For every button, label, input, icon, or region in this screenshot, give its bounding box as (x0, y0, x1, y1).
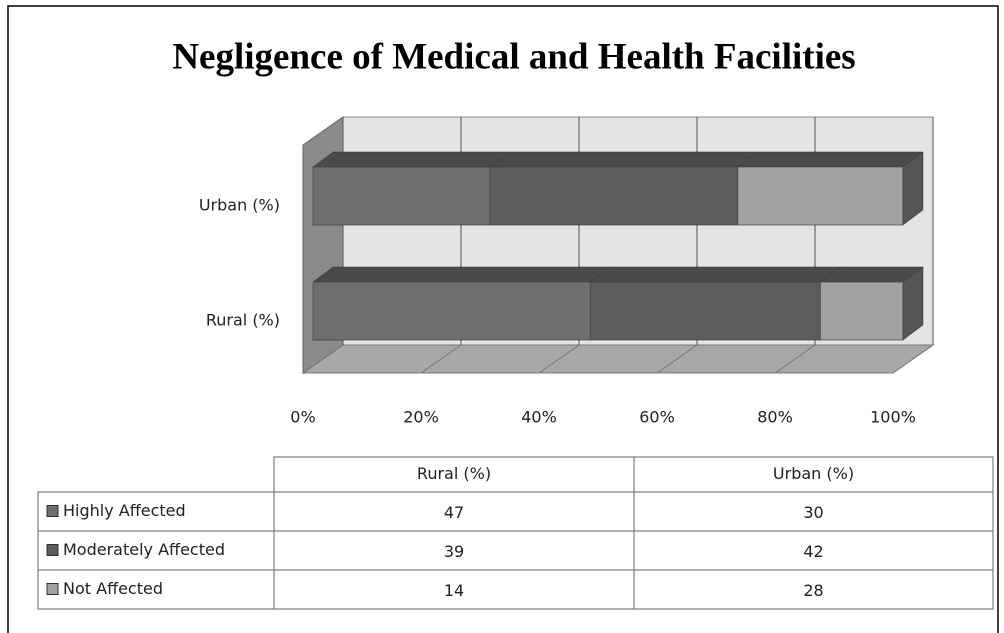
table-value: 42 (803, 542, 823, 561)
floor-grid-line (302, 344, 344, 374)
table-value: 14 (444, 581, 464, 600)
bar-top (589, 266, 842, 283)
table-column-header: Rural (%) (417, 464, 491, 483)
bar (312, 281, 591, 341)
legend-label: Moderately Affected (63, 540, 225, 559)
x-tick-label: 100% (870, 408, 916, 427)
legend-swatch (46, 505, 59, 517)
bar (589, 281, 821, 341)
legend-label: Highly Affected (63, 501, 186, 520)
bar-side (902, 266, 924, 341)
y-tick-label: Urban (%) (199, 196, 280, 215)
table-value: 39 (444, 542, 464, 561)
floor-grid-line (892, 344, 934, 374)
bar-side (902, 151, 924, 226)
chart-title: Negligence of Medical and Health Facilit… (172, 36, 855, 77)
bar-top (489, 151, 759, 168)
x-tick-label: 0% (290, 408, 315, 427)
legend-swatch (46, 544, 59, 556)
legend-label: Not Affected (63, 579, 163, 598)
bar (820, 281, 904, 341)
table-value: 28 (803, 581, 823, 600)
bar (489, 166, 739, 226)
legend-swatch (46, 583, 59, 595)
x-tick-label: 80% (757, 408, 793, 427)
x-tick-label: 60% (639, 408, 675, 427)
x-tick-label: 20% (403, 408, 439, 427)
floor-grid-line (774, 344, 816, 374)
floor-grid-line (420, 344, 462, 374)
table-value: 47 (444, 503, 464, 522)
floor (301, 344, 935, 374)
bar-top (737, 151, 924, 168)
table-column-header: Urban (%) (773, 464, 854, 483)
x-tick-label: 40% (521, 408, 557, 427)
bar-top (312, 266, 612, 283)
table-row (37, 569, 994, 610)
y-tick-label: Rural (%) (206, 311, 280, 330)
table-value: 30 (803, 503, 823, 522)
bar-top (312, 151, 511, 168)
floor-grid-line (538, 344, 580, 374)
bar (312, 166, 491, 226)
floor-grid-line (656, 344, 698, 374)
bar (737, 166, 904, 226)
